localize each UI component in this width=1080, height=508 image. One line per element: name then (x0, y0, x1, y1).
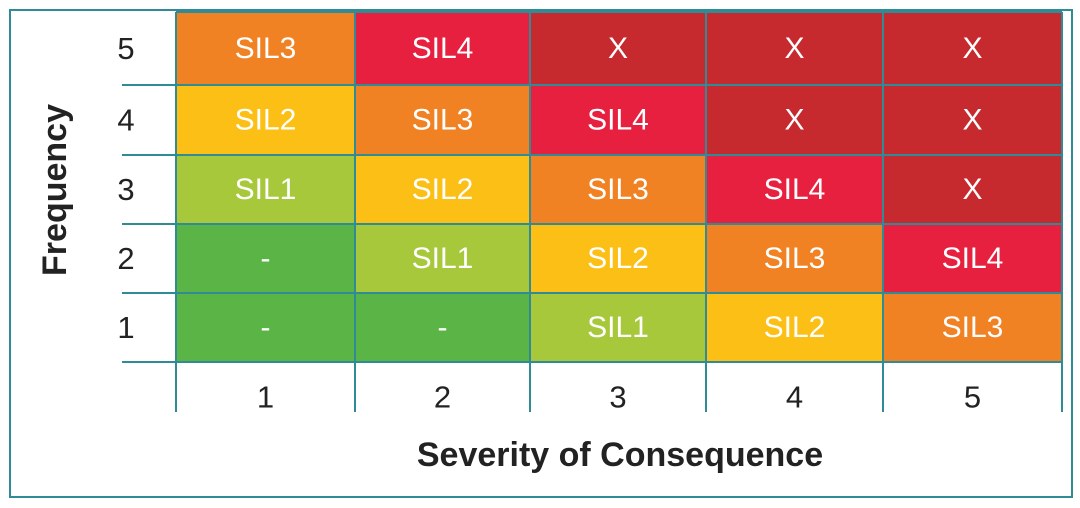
y-axis-label: 4 (117, 103, 134, 138)
cell-label: SIL1 (235, 173, 297, 206)
cell (176, 12, 355, 85)
cell (176, 224, 355, 293)
cell-label: SIL3 (235, 32, 297, 65)
y-axis-label: 5 (117, 31, 134, 66)
cell-label: SIL4 (412, 32, 474, 65)
cell-label: SIL4 (764, 173, 826, 206)
y-axis-label: 2 (117, 241, 134, 276)
cell (706, 293, 883, 362)
cell-label: - (438, 311, 448, 344)
cell (355, 85, 530, 155)
cell (883, 12, 1062, 85)
cell (706, 155, 883, 224)
cell-label: SIL3 (587, 173, 649, 206)
cell-label: - (261, 242, 271, 275)
y-axis-label: 1 (117, 310, 134, 345)
cell-label: SIL1 (587, 311, 649, 344)
cell-label: SIL2 (412, 173, 474, 206)
x-axis-label: 3 (609, 380, 626, 415)
cell-label: X (608, 32, 628, 65)
cell-label: - (261, 311, 271, 344)
y-axis-title: Frequency (36, 104, 74, 276)
cell (883, 155, 1062, 224)
cell (530, 293, 706, 362)
cell-label: X (962, 104, 982, 137)
cell (706, 12, 883, 85)
grid-lines (122, 11, 1063, 412)
cell-label: X (784, 32, 804, 65)
cell (883, 85, 1062, 155)
cell-label: SIL2 (235, 104, 297, 137)
cell-label: SIL2 (764, 311, 826, 344)
cell-label: X (962, 173, 982, 206)
x-axis-label: 2 (434, 380, 451, 415)
cell (706, 224, 883, 293)
cell (530, 224, 706, 293)
cell (176, 293, 355, 362)
cell (355, 224, 530, 293)
cell (883, 224, 1062, 293)
cell (530, 12, 706, 85)
y-axis-label: 3 (117, 172, 134, 207)
cell (706, 85, 883, 155)
cell (530, 155, 706, 224)
cell (355, 155, 530, 224)
cell (530, 85, 706, 155)
x-axis-label: 1 (257, 380, 274, 415)
matrix-cells: SIL3 SIL4 X X X SIL2 SIL3 SIL4 X X SIL1 SIL2 SIL3 SIL… (176, 12, 1062, 362)
cell-label: SIL1 (412, 242, 474, 275)
cell-label: X (784, 104, 804, 137)
x-axis-title: Severity of Consequence (417, 436, 823, 474)
cell-label: SIL4 (942, 242, 1004, 275)
cell (355, 293, 530, 362)
cell (883, 293, 1062, 362)
cell-label: SIL3 (942, 311, 1004, 344)
cell-label: SIL3 (764, 242, 826, 275)
x-axis-label: 4 (786, 380, 803, 415)
outer-frame (9, 9, 1073, 498)
cell (355, 12, 530, 85)
cell-label: SIL2 (587, 242, 649, 275)
cell-label: SIL4 (587, 104, 649, 137)
cell-label: SIL3 (412, 104, 474, 137)
x-axis-label: 5 (964, 380, 981, 415)
cell (176, 155, 355, 224)
cell (176, 85, 355, 155)
cell-label: X (962, 32, 982, 65)
